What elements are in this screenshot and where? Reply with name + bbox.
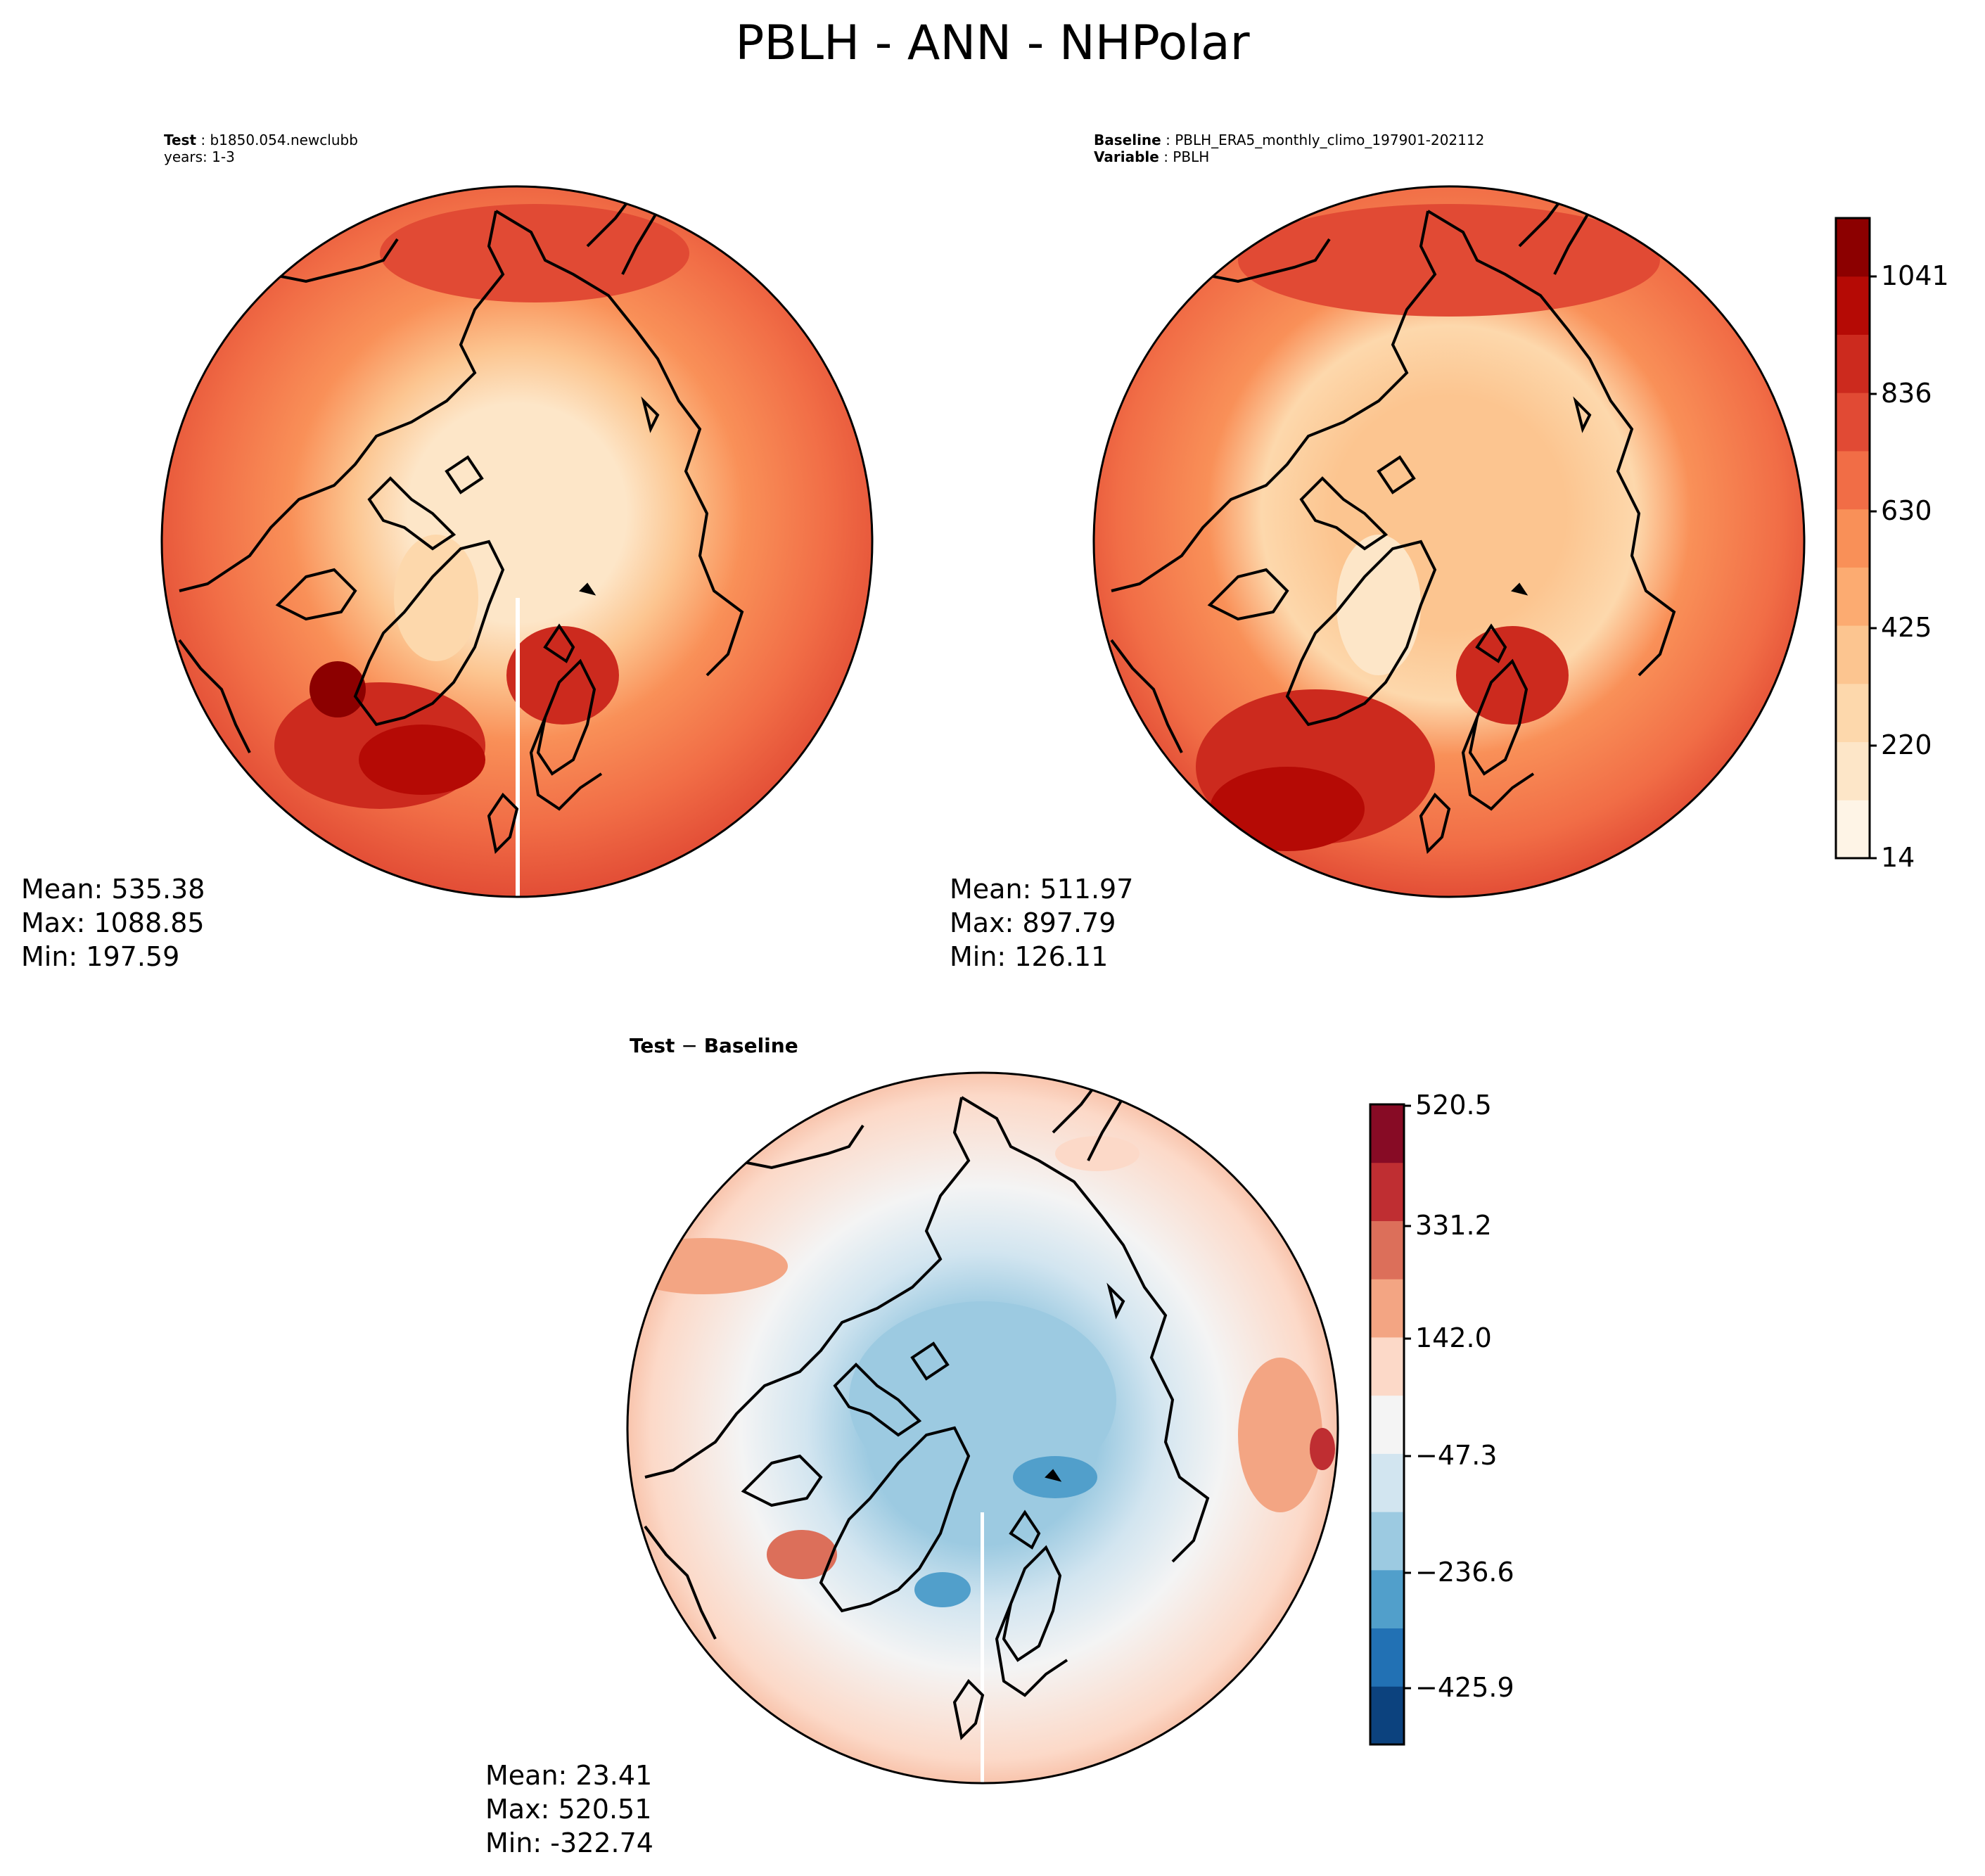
test-min: Min: 197.59 (21, 941, 180, 972)
diff-title-right: Baseline (703, 1034, 798, 1057)
colorbar-main-segment (1836, 276, 1870, 335)
test-stats: Mean: 535.38 Max: 1088.85 Min: 197.59 (21, 872, 205, 974)
diff-stats: Mean: 23.41 Max: 520.51 Min: -322.74 (485, 1759, 653, 1860)
diff-max: Max: 520.51 (485, 1794, 652, 1825)
colorbar-diff-frame (1369, 1103, 1405, 1746)
colorbar-diff-segment (1370, 1569, 1404, 1629)
colorbar-diff-segment (1370, 1453, 1404, 1512)
colorbar-diff-tick-label: −425.9 (1415, 1672, 1514, 1703)
colorbar-diff-segment (1370, 1220, 1404, 1280)
diff-map (626, 1071, 1339, 1785)
baseline-mean: Mean: 511.97 (950, 874, 1134, 905)
test-label-value: b1850.054.newclubb (210, 132, 358, 148)
colorbar-main-tick-label: 1041 (1881, 260, 1949, 291)
baseline-label: Baseline : PBLH_ERA5_monthly_climo_19790… (1094, 132, 1485, 165)
colorbar-main-segment (1836, 509, 1870, 568)
colorbar-main-tick-label: 220 (1881, 729, 1932, 760)
colorbar-main (1834, 217, 1877, 860)
baseline-map (1092, 185, 1806, 898)
baseline-max: Max: 897.79 (950, 907, 1116, 938)
baseline-variable-key: Variable (1094, 148, 1159, 165)
colorbar-main-segment (1836, 800, 1870, 859)
baseline-min: Min: 126.11 (950, 941, 1109, 972)
colorbar-diff (1369, 1103, 1411, 1746)
baseline-label-key: Baseline (1094, 132, 1161, 148)
colorbar-main-frame (1834, 217, 1871, 860)
diff-title-sep: − (675, 1034, 704, 1057)
diff-title-left: Test (630, 1034, 675, 1057)
colorbar-main-segment (1836, 450, 1870, 510)
colorbar-main-tick-label: 630 (1881, 495, 1932, 526)
baseline-stats: Mean: 511.97 Max: 897.79 Min: 126.11 (950, 872, 1133, 974)
colorbar-diff-tick-label: −47.3 (1415, 1440, 1498, 1471)
colorbar-main-segment (1836, 393, 1870, 452)
test-label-key: Test (164, 132, 197, 148)
figure-title: PBLH - ANN - NHPolar (735, 15, 1250, 71)
colorbar-diff-tick-label: 142.0 (1415, 1322, 1492, 1353)
colorbar-main-segment (1836, 218, 1870, 277)
colorbar-diff-tick-label: 520.5 (1415, 1090, 1492, 1121)
colorbar-main-tick-label: 836 (1881, 378, 1932, 409)
colorbar-main-tick-label: 425 (1881, 612, 1932, 643)
test-mean: Mean: 535.38 (21, 874, 205, 905)
baseline-variable-value: PBLH (1173, 148, 1210, 165)
colorbar-diff-segment (1370, 1512, 1404, 1571)
diff-mean: Mean: 23.41 (485, 1760, 653, 1791)
colorbar-diff-segment (1370, 1628, 1404, 1687)
test-max: Max: 1088.85 (21, 907, 205, 938)
colorbar-diff-tick-label: −236.6 (1415, 1557, 1514, 1588)
colorbar-main-segment (1836, 683, 1870, 743)
colorbar-main-segment (1836, 625, 1870, 684)
colorbar-diff-segment (1370, 1279, 1404, 1338)
diff-title: Test − Baseline (630, 1034, 798, 1057)
colorbar-diff-segment (1370, 1336, 1404, 1396)
test-map (160, 185, 874, 898)
colorbar-main-segment (1836, 567, 1870, 626)
colorbar-diff-segment (1370, 1104, 1404, 1163)
test-label: Test : b1850.054.newclubb years: 1-3 (164, 132, 358, 165)
colorbar-main-segment (1836, 741, 1870, 800)
colorbar-main-tick-label: 14 (1881, 842, 1915, 873)
baseline-label-value: PBLH_ERA5_monthly_climo_197901-202112 (1175, 132, 1485, 148)
colorbar-diff-tick-label: 331.2 (1415, 1210, 1492, 1241)
colorbar-main-segment (1836, 334, 1870, 393)
colorbar-diff-segment (1370, 1162, 1404, 1221)
diff-min: Min: -322.74 (485, 1827, 653, 1858)
test-label-years: years: 1-3 (164, 148, 235, 165)
colorbar-diff-segment (1370, 1395, 1404, 1454)
colorbar-diff-segment (1370, 1686, 1404, 1745)
